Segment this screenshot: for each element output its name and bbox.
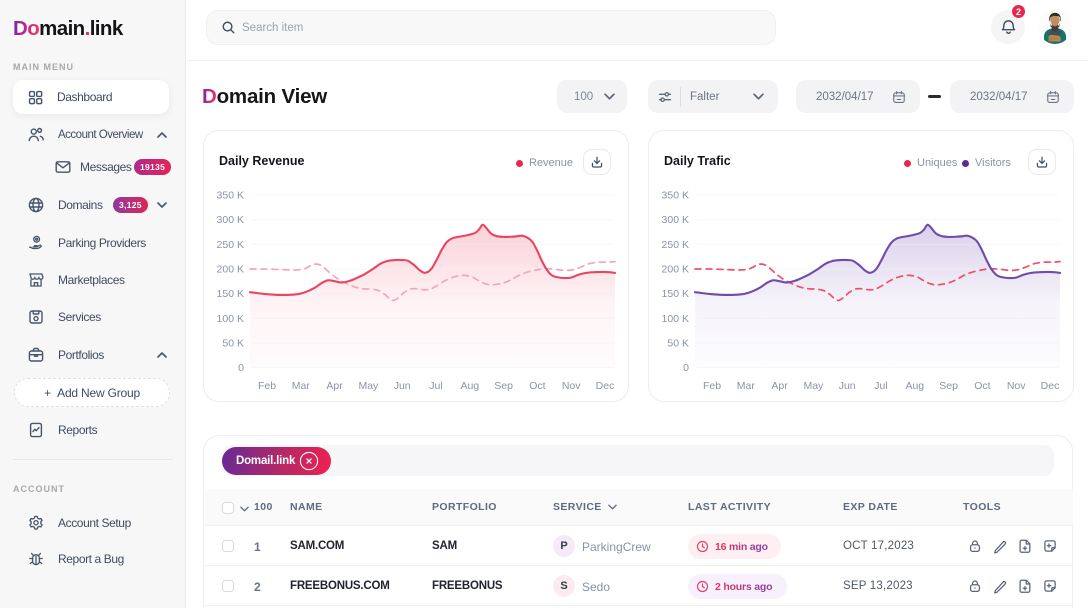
svg-text:Aug: Aug [905,380,924,392]
svg-text:Mar: Mar [292,380,311,392]
svg-text:Oct: Oct [529,380,545,392]
svg-text:200 K: 200 K [217,264,244,276]
svg-text:350 K: 350 K [662,190,689,202]
svg-text:Feb: Feb [258,380,276,392]
svg-text:300 K: 300 K [217,214,244,226]
svg-text:Sep: Sep [494,380,513,392]
svg-text:0: 0 [683,362,689,374]
svg-text:Nov: Nov [1007,380,1026,392]
svg-text:150 K: 150 K [662,288,689,300]
svg-text:250 K: 250 K [662,239,689,251]
svg-text:May: May [803,380,824,392]
svg-text:50 K: 50 K [222,337,244,349]
svg-text:350 K: 350 K [217,190,244,202]
svg-text:50 K: 50 K [667,337,689,349]
svg-text:300 K: 300 K [662,214,689,226]
svg-text:Jun: Jun [839,380,856,392]
svg-text:0: 0 [238,362,244,374]
svg-text:Dec: Dec [596,380,615,392]
svg-text:Jun: Jun [394,380,411,392]
svg-text:Sep: Sep [939,380,958,392]
svg-text:Nov: Nov [562,380,581,392]
svg-text:Apr: Apr [326,380,343,392]
svg-text:100 K: 100 K [662,313,689,325]
svg-text:200 K: 200 K [662,264,689,276]
svg-text:Oct: Oct [974,380,990,392]
svg-text:250 K: 250 K [217,239,244,251]
svg-text:Mar: Mar [737,380,756,392]
svg-text:Apr: Apr [771,380,788,392]
svg-text:Aug: Aug [460,380,479,392]
svg-text:Dec: Dec [1041,380,1060,392]
svg-text:100 K: 100 K [217,313,244,325]
svg-text:Jul: Jul [429,380,442,392]
svg-text:150 K: 150 K [217,288,244,300]
svg-text:May: May [358,380,379,392]
svg-text:Feb: Feb [703,380,721,392]
svg-text:Jul: Jul [874,380,887,392]
